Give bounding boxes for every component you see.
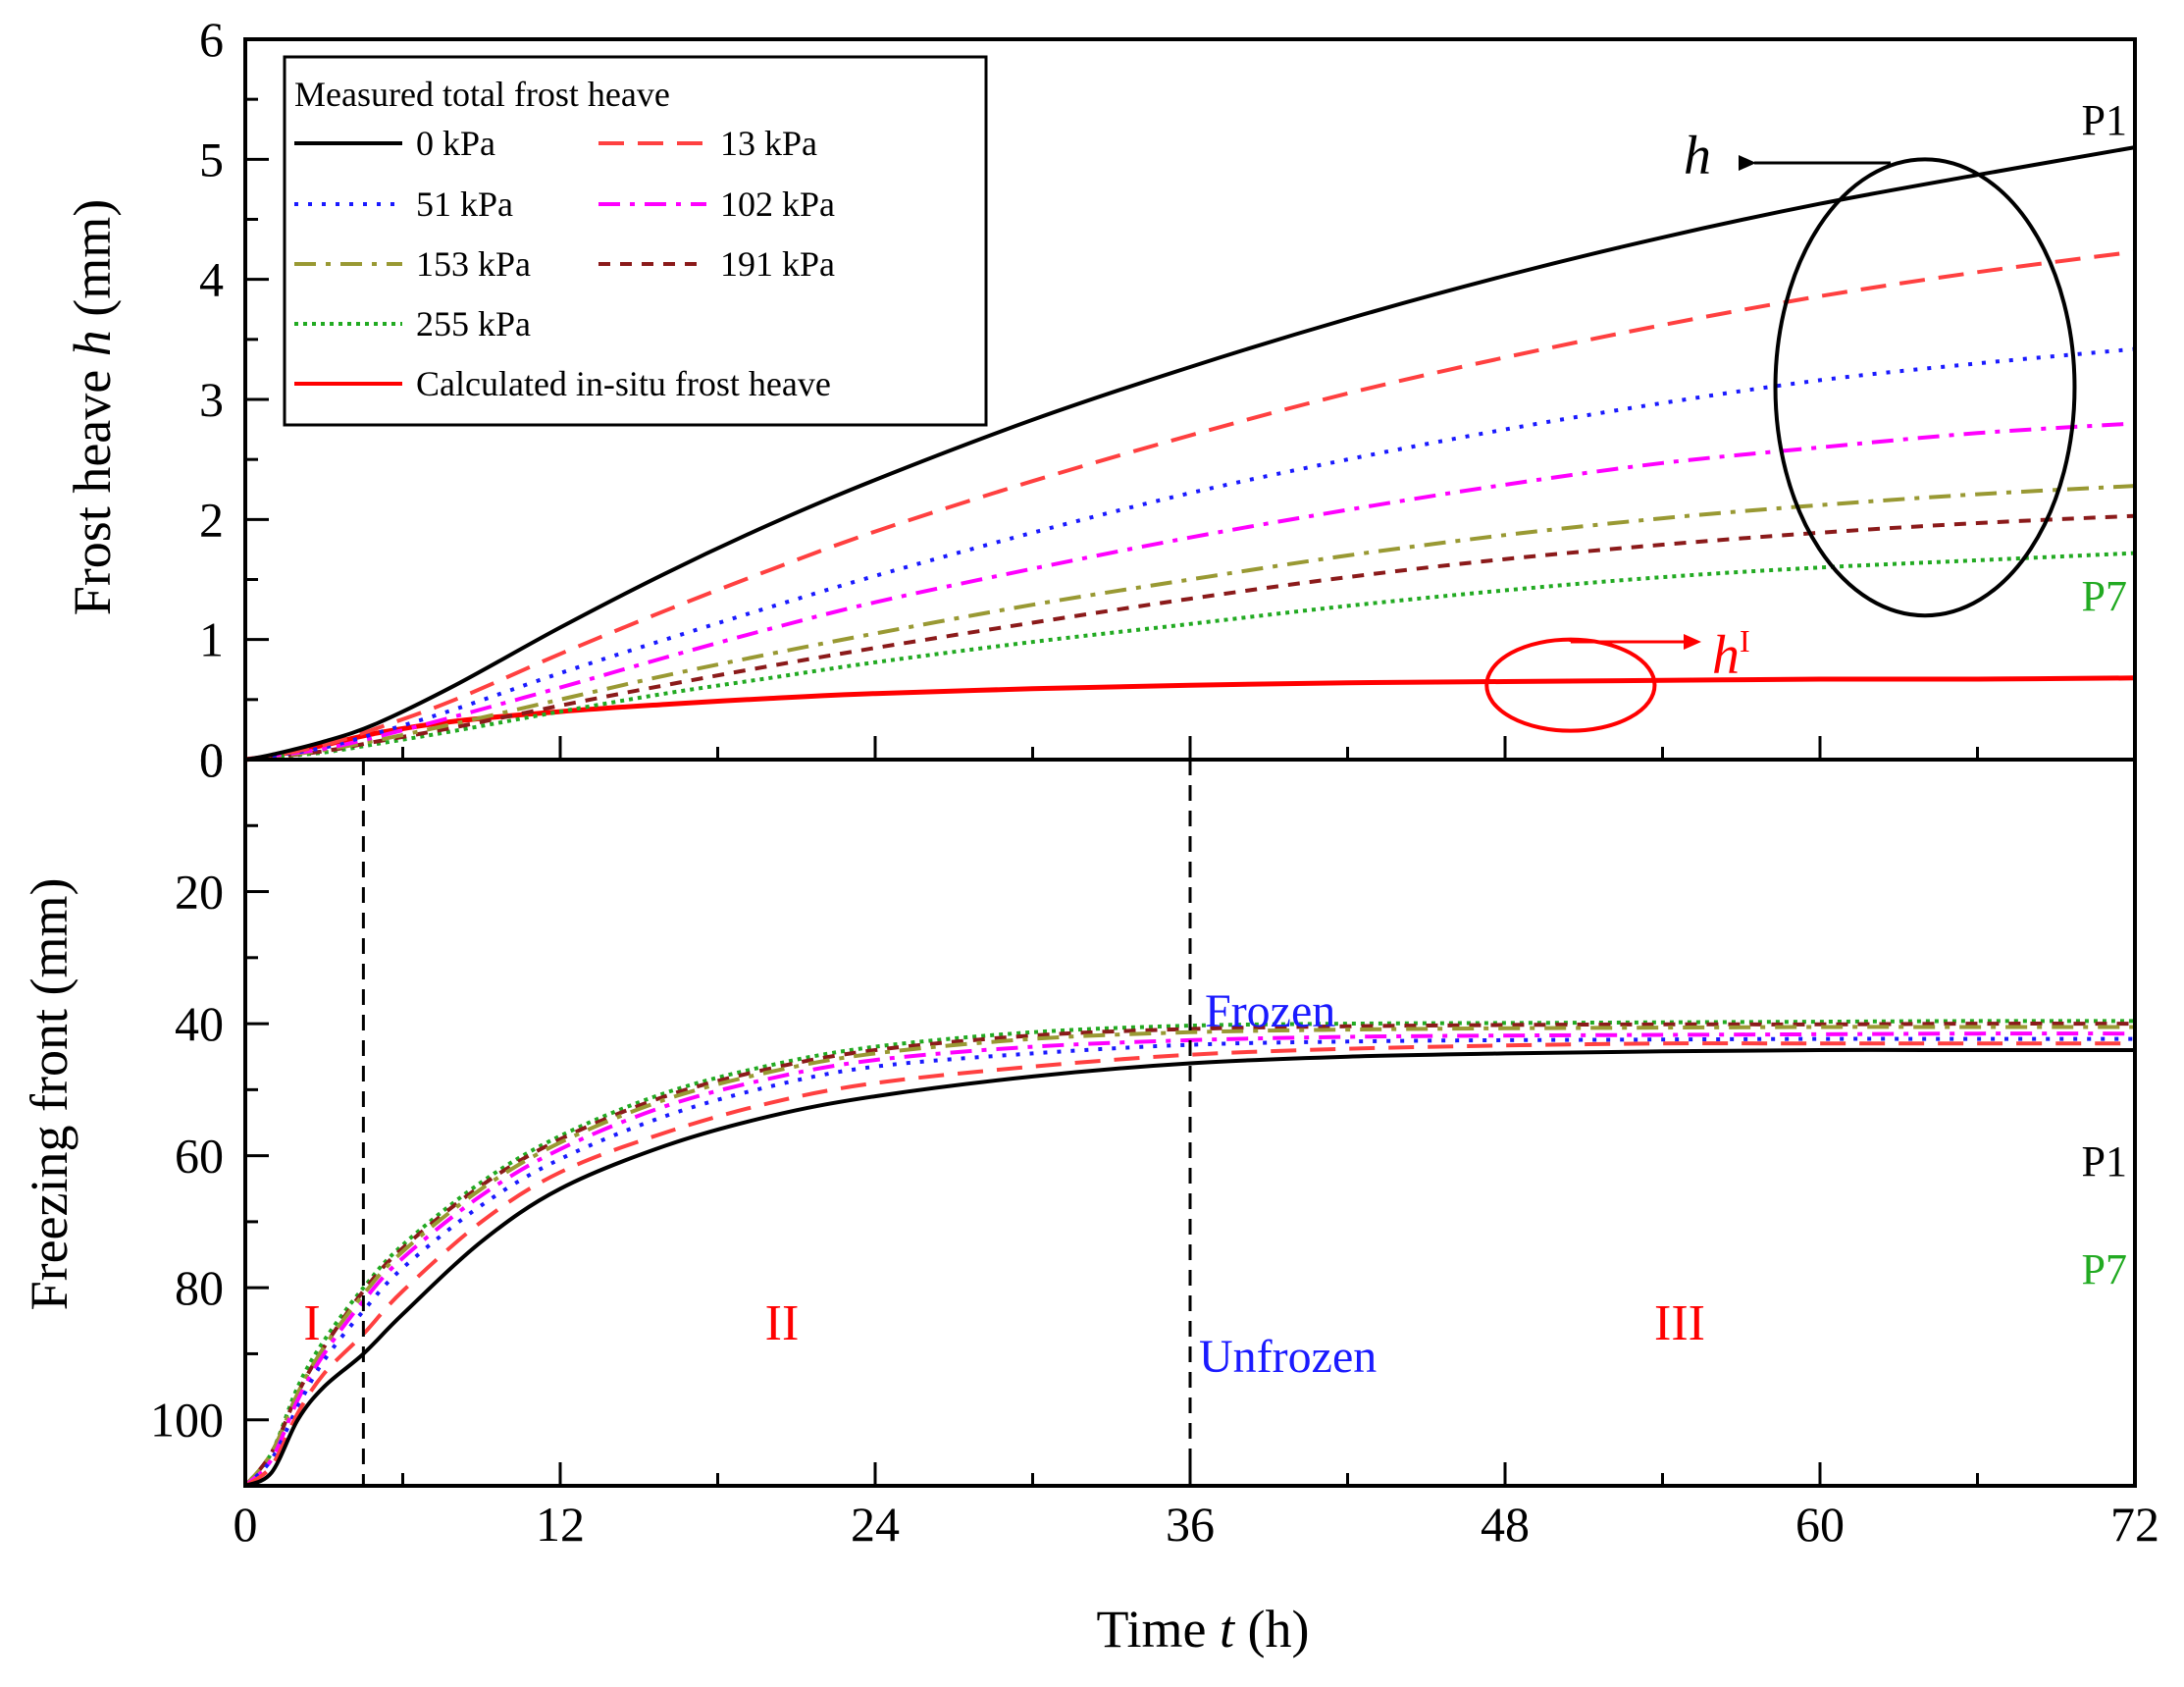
bottom-y-tick-label: 20: [175, 865, 224, 920]
top-y-axis-title: Frost heave h (mm): [63, 199, 122, 615]
top-series-102-kpa: [244, 421, 2136, 762]
top-p1-label: P1: [2082, 96, 2127, 144]
bottom-y-tick-label: 80: [175, 1260, 224, 1315]
top-series-191-kpa: [244, 513, 2136, 762]
legend-label-calculated-in-situ-frost-heave: Calculated in-situ frost heave: [416, 364, 831, 403]
bottom-p7-label: P7: [2082, 1245, 2127, 1293]
top-series-calculated-in-situ-frost-heave: [244, 675, 2136, 763]
legend: Measured total frost heave 0 kPa 13 kPa 51…: [283, 55, 988, 427]
bottom-y-tick-label: 0: [199, 732, 224, 787]
series-group-ellipse: [1773, 157, 2077, 618]
bottom-series-0-kpa: [244, 1047, 2135, 1488]
stage-label-i: I: [303, 1295, 320, 1351]
legend-items: 0 kPa 13 kPa 51 kPa 102 kPa 153 kPa 191 kPa 25…: [294, 124, 835, 403]
h-arrow-head: [1739, 155, 1756, 171]
bottom-p1-label: P1: [2082, 1137, 2127, 1186]
top-y-tick-label: 6: [199, 12, 224, 67]
frozen-label: Frozen: [1205, 985, 1335, 1037]
top-y-tick-label: 1: [199, 612, 224, 667]
top-y-tick-label: 5: [199, 132, 224, 186]
bottom-y-tick-label: 60: [175, 1129, 224, 1184]
legend-label-191-kpa: 191 kPa: [720, 244, 835, 284]
bottom-y-tick-label: 100: [150, 1393, 224, 1448]
x-tick-label: 24: [851, 1497, 900, 1552]
bottom-series-13-kpa: [243, 1041, 2135, 1488]
legend-label-13-kpa: 13 kPa: [720, 124, 817, 163]
top-y-tick-label: 0: [199, 732, 224, 787]
bottom-series-255-kpa: [243, 1019, 2136, 1488]
stage-label-ii: II: [765, 1295, 800, 1351]
h-label: h: [1684, 126, 1711, 186]
h1-label: hI: [1712, 623, 1750, 686]
legend-title: Measured total frost heave: [294, 75, 670, 114]
x-tick-label: 60: [1795, 1497, 1845, 1552]
bottom-series-153-kpa: [243, 1025, 2135, 1488]
legend-label-0-kpa: 0 kPa: [416, 124, 495, 163]
top-series-13-kpa: [244, 249, 2136, 762]
bottom-series-51-kpa: [243, 1036, 2135, 1488]
x-tick-label: 0: [234, 1497, 258, 1552]
legend-label-153-kpa: 153 kPa: [416, 244, 531, 284]
h1-arrow-head: [1684, 634, 1701, 650]
top-series-0-kpa: [244, 145, 2136, 762]
x-tick-label: 36: [1166, 1497, 1215, 1552]
top-y-tick-label: 3: [199, 372, 224, 427]
top-p7-label: P7: [2082, 572, 2127, 620]
unfrozen-label: Unfrozen: [1199, 1331, 1377, 1383]
top-series-153-kpa: [244, 484, 2136, 762]
bottom-y-tick-label: 40: [175, 996, 224, 1051]
x-tick-label: 48: [1481, 1497, 1530, 1552]
legend-box: [283, 55, 988, 427]
bottom-y-axis-title: Freezing front (mm): [20, 878, 78, 1311]
plot-layer: [243, 145, 2136, 1488]
x-tick-label: 72: [2110, 1497, 2159, 1552]
stage-label-iii: III: [1654, 1295, 1705, 1351]
top-series-255-kpa: [244, 551, 2136, 762]
top-y-tick-label: 4: [199, 252, 224, 307]
x-tick-label: 12: [536, 1497, 585, 1552]
top-y-tick-label: 2: [199, 492, 224, 547]
legend-label-102-kpa: 102 kPa: [720, 185, 835, 224]
legend-label-51-kpa: 51 kPa: [416, 185, 513, 224]
legend-label-255-kpa: 255 kPa: [416, 304, 531, 343]
x-axis-title: Time t (h): [1096, 1600, 1309, 1659]
calculated-series-circle: [1484, 637, 1657, 733]
